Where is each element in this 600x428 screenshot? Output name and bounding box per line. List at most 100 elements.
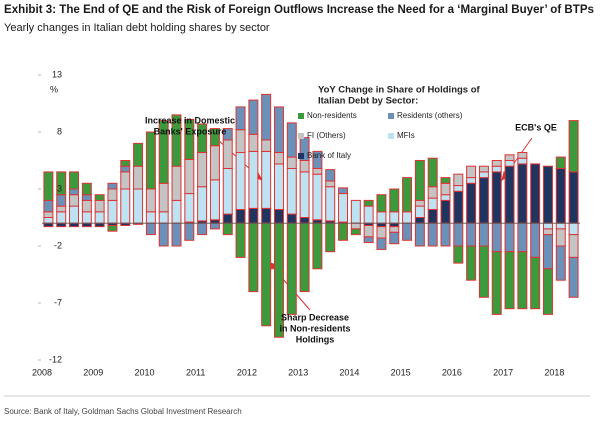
bar-segment bbox=[478, 165, 489, 173]
bar-segment bbox=[286, 213, 297, 224]
bar-segment bbox=[312, 173, 323, 221]
bar-segment bbox=[145, 131, 156, 190]
bar-segment bbox=[325, 180, 336, 188]
bar-segment bbox=[299, 171, 310, 218]
bar-segment bbox=[568, 256, 579, 298]
bar-segment bbox=[261, 139, 272, 152]
bar-segment bbox=[299, 217, 310, 224]
bar-segment bbox=[43, 211, 54, 219]
legend-label: Non-residents bbox=[307, 111, 357, 120]
bar-segment bbox=[209, 222, 220, 230]
bar-segment bbox=[504, 154, 515, 162]
bar-segment bbox=[517, 222, 528, 253]
bar-segment bbox=[414, 222, 425, 247]
bar-segment bbox=[43, 222, 54, 228]
bar-segment bbox=[363, 205, 374, 224]
legend-swatch bbox=[388, 113, 394, 119]
bar-segment bbox=[325, 169, 336, 182]
bar-segment bbox=[286, 122, 297, 158]
bar-segment bbox=[184, 118, 195, 160]
bar-segment bbox=[478, 171, 489, 179]
legend-title: YoY Change in Share of Holdings of bbox=[318, 85, 481, 96]
bar-segment bbox=[145, 188, 156, 213]
annotation: ECB's QE bbox=[515, 122, 557, 132]
bar-segment bbox=[69, 222, 80, 228]
bar-segment bbox=[542, 165, 553, 224]
bar-segment bbox=[466, 222, 477, 247]
x-tick-label: 2015 bbox=[391, 367, 411, 377]
bar-segment bbox=[43, 217, 54, 224]
legend-swatch bbox=[298, 133, 304, 139]
bar-segment bbox=[248, 150, 259, 209]
bar-segment bbox=[350, 199, 361, 224]
bar-segment bbox=[235, 106, 246, 131]
bar-segment bbox=[120, 160, 131, 167]
bar-segment bbox=[94, 199, 105, 213]
bar-segment bbox=[453, 190, 464, 224]
bar-segment bbox=[273, 106, 284, 154]
bar-segment bbox=[363, 199, 374, 207]
bar-segment bbox=[209, 219, 220, 224]
bar-segment bbox=[81, 194, 92, 201]
bar-segment bbox=[530, 222, 541, 258]
bar-segment bbox=[43, 171, 54, 201]
bar-segment bbox=[286, 156, 297, 169]
bar-segment bbox=[376, 194, 387, 213]
annotation: Sharp Decrease bbox=[281, 312, 349, 322]
bar-segment bbox=[517, 157, 528, 165]
legend-swatch bbox=[298, 113, 304, 119]
annotation: Holdings bbox=[296, 334, 335, 344]
bar-segment bbox=[158, 182, 169, 213]
bar-segment bbox=[350, 222, 361, 230]
bar-segment bbox=[261, 207, 272, 224]
bar-segment bbox=[158, 211, 169, 224]
bar-segment bbox=[81, 182, 92, 196]
bar-segment bbox=[184, 158, 195, 195]
bar-segment bbox=[81, 222, 92, 228]
bar-segment bbox=[530, 163, 541, 224]
x-tick-label: 2008 bbox=[32, 367, 52, 377]
bar-segment bbox=[376, 211, 387, 224]
x-tick-label: 2017 bbox=[493, 367, 513, 377]
bar-segment bbox=[56, 194, 67, 207]
legend-swatch bbox=[388, 133, 394, 139]
annotation: Increase in Domestic bbox=[145, 115, 235, 125]
bar-segment bbox=[171, 222, 182, 247]
legend-swatch bbox=[298, 153, 304, 159]
bar-segment bbox=[427, 209, 438, 224]
bar-segment bbox=[491, 165, 502, 173]
x-tick-label: 2013 bbox=[288, 367, 308, 377]
bar-segment bbox=[414, 160, 425, 201]
bar-segment bbox=[376, 237, 387, 250]
bar-segment bbox=[299, 222, 310, 293]
bar-segment bbox=[94, 222, 105, 228]
bar-segment bbox=[478, 245, 489, 298]
bar-segment bbox=[440, 182, 451, 196]
bar-segment bbox=[491, 171, 502, 224]
bar-segment bbox=[171, 199, 182, 224]
bar-segment bbox=[453, 245, 464, 264]
bar-segment bbox=[414, 199, 425, 207]
bar-segment bbox=[209, 128, 220, 147]
bar-segment bbox=[133, 142, 144, 167]
bar-segment bbox=[222, 139, 233, 169]
bar-segment bbox=[504, 160, 515, 167]
bar-segment bbox=[466, 245, 477, 281]
bar-segment bbox=[120, 171, 131, 190]
bar-segment bbox=[69, 205, 80, 224]
y-tick-label: 3 bbox=[57, 183, 62, 193]
bar-segment bbox=[197, 152, 208, 188]
bar-segment bbox=[427, 186, 438, 199]
x-tick-label: 2012 bbox=[237, 367, 257, 377]
bar-segment bbox=[440, 222, 451, 247]
bar-segment bbox=[453, 173, 464, 187]
bar-segment bbox=[248, 99, 259, 135]
bar-segment bbox=[133, 188, 144, 224]
chart-title: Exhibit 3: The End of QE and the Risk of… bbox=[4, 4, 594, 16]
bar-segment bbox=[222, 222, 233, 236]
bar-segment bbox=[43, 199, 54, 213]
bar-segment bbox=[517, 152, 528, 159]
bar-segment bbox=[197, 123, 208, 154]
bar-segment bbox=[197, 186, 208, 222]
